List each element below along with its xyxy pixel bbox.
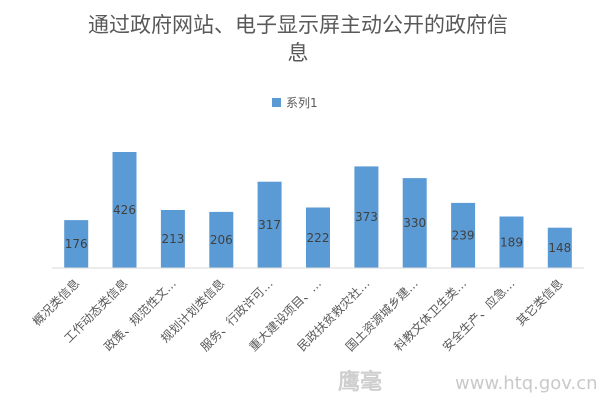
legend-swatch <box>272 98 281 107</box>
data-label-1: 176 <box>65 237 88 251</box>
watermark: 鹰毫 www.htq.gov.cn <box>338 369 598 395</box>
legend-label: 系列1 <box>286 96 318 110</box>
bar-7 <box>354 166 379 268</box>
category-label-1: 概况类信息 <box>29 276 82 329</box>
data-label-3: 213 <box>161 232 184 246</box>
bar-3 <box>160 210 185 268</box>
bar-11 <box>547 227 572 268</box>
bar-9 <box>451 202 476 268</box>
data-label-10: 189 <box>500 235 523 249</box>
bar-10 <box>499 216 524 268</box>
bars-group: 176 426 213 206 317 222 373 330 239 189 148 <box>64 152 572 268</box>
chart-title-line-2: 息 <box>288 41 309 65</box>
bar-2 <box>112 152 137 268</box>
data-label-6: 222 <box>307 231 330 245</box>
chart-title-line-1: 通过政府网站、电子显示屏主动公开的政府信 <box>88 13 508 37</box>
bar-1 <box>64 220 89 268</box>
watermark-logo: 鹰毫 <box>338 369 382 395</box>
category-labels: 概况类信息工作动态类信息政策、规范性文…规划计划类信息服务、行政许可…重大建设项… <box>29 276 566 354</box>
watermark-url: www.htq.gov.cn <box>455 373 598 394</box>
data-label-4: 206 <box>210 233 233 247</box>
data-label-5: 317 <box>258 218 281 232</box>
bar-4 <box>209 211 234 268</box>
data-label-7: 373 <box>355 210 378 224</box>
legend: 系列1 <box>272 96 318 110</box>
data-label-11: 148 <box>548 241 571 255</box>
category-label-11: 其它类信息 <box>513 276 566 329</box>
data-label-8: 330 <box>403 216 426 230</box>
data-label-9: 239 <box>452 229 475 243</box>
bar-8 <box>402 178 427 268</box>
data-label-2: 426 <box>113 203 136 217</box>
bar-6 <box>306 207 330 268</box>
bar-5 <box>257 181 282 268</box>
